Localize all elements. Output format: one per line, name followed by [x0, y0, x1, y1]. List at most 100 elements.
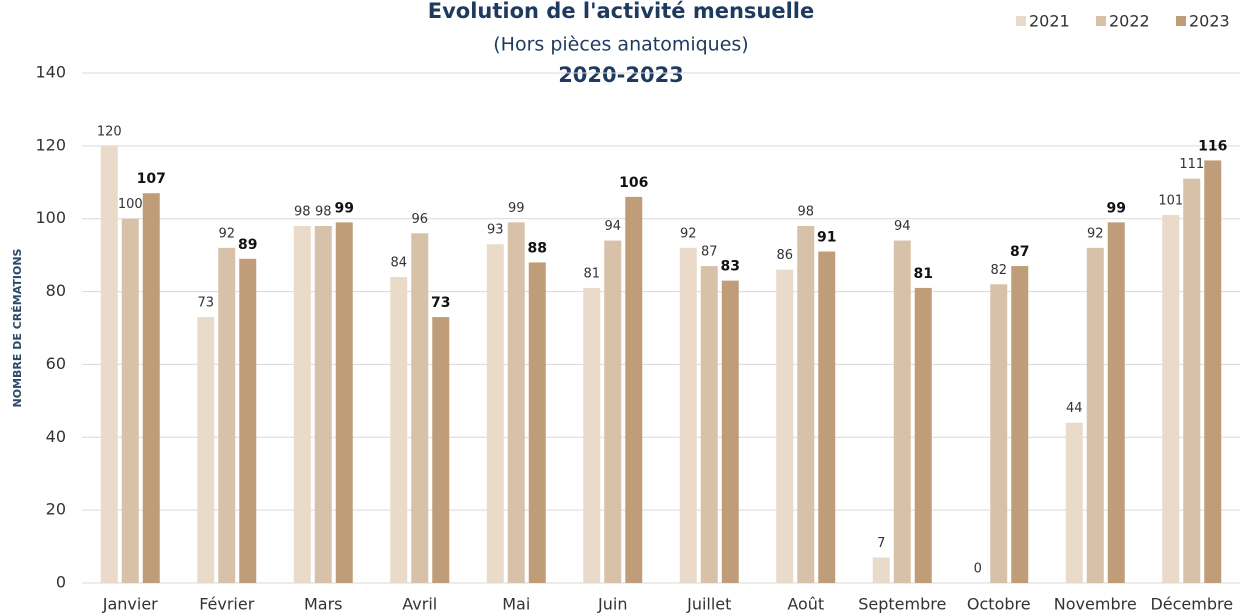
- data-label: 92: [1087, 226, 1104, 241]
- chart-subtitle: 2020-2023: [558, 63, 684, 87]
- y-axis-label: NOMBRE DE CRÉMATIONS: [11, 248, 24, 407]
- bar: [679, 247, 697, 583]
- data-label: 107: [137, 171, 166, 187]
- y-tick-label: 100: [35, 208, 66, 227]
- legend-label: 2021: [1029, 12, 1070, 31]
- legend-swatch: [1016, 16, 1026, 26]
- legend-label: 2022: [1109, 12, 1150, 31]
- bar: [142, 193, 160, 583]
- bar: [818, 251, 836, 583]
- bar: [100, 145, 118, 583]
- legend-swatch: [1176, 16, 1186, 26]
- chart-title: Evolution de l'activité mensuelle: [428, 0, 815, 23]
- legend-label: 2023: [1189, 12, 1230, 31]
- data-label: 87: [701, 245, 718, 260]
- bar: [625, 196, 643, 583]
- data-label: 84: [390, 256, 407, 271]
- bar: [1065, 422, 1083, 583]
- bar: [776, 269, 794, 583]
- data-label: 82: [990, 263, 1007, 278]
- bar: [528, 262, 546, 583]
- bar: [239, 258, 257, 583]
- bar: [197, 317, 215, 583]
- bar: [1204, 160, 1222, 583]
- x-tick-label: Décembre: [1150, 595, 1233, 614]
- data-label: 81: [914, 266, 933, 282]
- data-label: 92: [218, 226, 235, 241]
- x-tick-label: Octobre: [967, 595, 1031, 614]
- bar: [990, 284, 1008, 583]
- bar: [293, 226, 311, 583]
- data-label: 81: [583, 266, 600, 281]
- bar: [1162, 215, 1180, 584]
- data-label: 106: [619, 175, 648, 191]
- data-label: 92: [680, 226, 697, 241]
- data-label: 98: [294, 205, 311, 220]
- data-label: 99: [1107, 200, 1126, 216]
- x-tick-label: Juillet: [686, 595, 731, 614]
- y-tick-label: 20: [46, 500, 66, 519]
- bar: [1183, 178, 1201, 583]
- data-label: 73: [197, 296, 214, 311]
- bar: [218, 247, 236, 583]
- bar: [797, 226, 815, 583]
- data-label: 94: [604, 219, 621, 234]
- legend-swatch: [1096, 16, 1106, 26]
- bar: [1086, 247, 1104, 583]
- data-label: 111: [1179, 157, 1204, 172]
- bar: [1107, 222, 1125, 583]
- y-tick-label: 120: [35, 135, 66, 154]
- x-tick-label: Mai: [502, 595, 530, 614]
- y-tick-label: 60: [46, 354, 66, 373]
- x-tick-label: Août: [787, 595, 824, 614]
- x-tick-label: Mars: [304, 595, 343, 614]
- data-label: 94: [894, 219, 911, 234]
- bar: [314, 226, 332, 583]
- data-label: 120: [97, 124, 122, 139]
- x-tick-label: Février: [199, 595, 255, 614]
- data-label: 83: [721, 259, 740, 275]
- data-label: 99: [335, 200, 354, 216]
- y-tick-label: 80: [46, 281, 66, 300]
- data-label: 101: [1158, 194, 1183, 209]
- data-label: 98: [315, 205, 332, 220]
- bar: [335, 222, 353, 583]
- data-label: 44: [1066, 401, 1083, 416]
- data-label: 73: [431, 295, 450, 311]
- bar: [390, 277, 408, 583]
- x-tick-label: Novembre: [1054, 595, 1137, 614]
- data-label: 93: [487, 223, 504, 238]
- bar: [486, 244, 504, 583]
- data-label: 0: [974, 562, 982, 577]
- data-label: 91: [817, 230, 836, 246]
- data-label: 89: [238, 237, 257, 253]
- data-label: 98: [797, 205, 814, 220]
- data-label: 99: [508, 201, 525, 216]
- data-label: 87: [1010, 244, 1029, 260]
- bar: [432, 317, 450, 583]
- x-tick-label: Juin: [597, 595, 627, 614]
- bar: [604, 240, 622, 584]
- data-label: 100: [118, 197, 143, 212]
- bar: [121, 218, 139, 583]
- bar: [872, 557, 890, 583]
- y-tick-label: 140: [35, 63, 66, 82]
- bar: [700, 266, 718, 583]
- bar: [507, 222, 525, 583]
- bar: [411, 233, 429, 584]
- y-tick-label: 40: [46, 427, 66, 446]
- x-tick-label: Septembre: [858, 595, 946, 614]
- bar: [914, 287, 932, 583]
- x-tick-label: Janvier: [102, 595, 158, 614]
- bar: [893, 240, 911, 584]
- bar: [583, 287, 601, 583]
- data-label: 86: [776, 248, 793, 263]
- data-label: 116: [1198, 138, 1227, 154]
- data-label: 88: [528, 240, 547, 256]
- chart-subtitle: (Hors pièces anatomiques): [493, 34, 748, 56]
- y-tick-label: 0: [56, 573, 66, 592]
- bar: [1011, 266, 1029, 583]
- data-label: 7: [877, 536, 885, 551]
- bar: [721, 280, 739, 583]
